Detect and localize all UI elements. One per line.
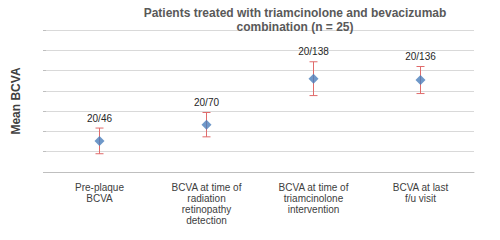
svg-text:BCVA at time of: BCVA at time of [172, 182, 242, 193]
svg-text:BCVA at last: BCVA at last [393, 182, 449, 193]
svg-text:triamcinolone: triamcinolone [284, 193, 344, 204]
svg-text:20/70: 20/70 [194, 97, 219, 108]
svg-text:retinopathy: retinopathy [182, 204, 231, 215]
svg-text:Pre-plaque: Pre-plaque [75, 182, 124, 193]
svg-text:BCVA: BCVA [86, 193, 113, 204]
svg-text:BCVA at time of: BCVA at time of [279, 182, 349, 193]
svg-text:Mean BCVA: Mean BCVA [9, 67, 23, 134]
svg-text:20/138: 20/138 [298, 46, 329, 57]
svg-text:20/136: 20/136 [405, 51, 436, 62]
svg-text:intervention: intervention [288, 204, 340, 215]
svg-text:detection: detection [186, 215, 227, 226]
svg-text:combination (n = 25): combination (n = 25) [236, 20, 353, 34]
svg-text:20/46: 20/46 [87, 113, 112, 124]
svg-text:Patients treated with triamcin: Patients treated with triamcinolone and … [144, 6, 447, 20]
svg-text:radiation: radiation [187, 193, 225, 204]
svg-text:f/u visit: f/u visit [405, 193, 436, 204]
